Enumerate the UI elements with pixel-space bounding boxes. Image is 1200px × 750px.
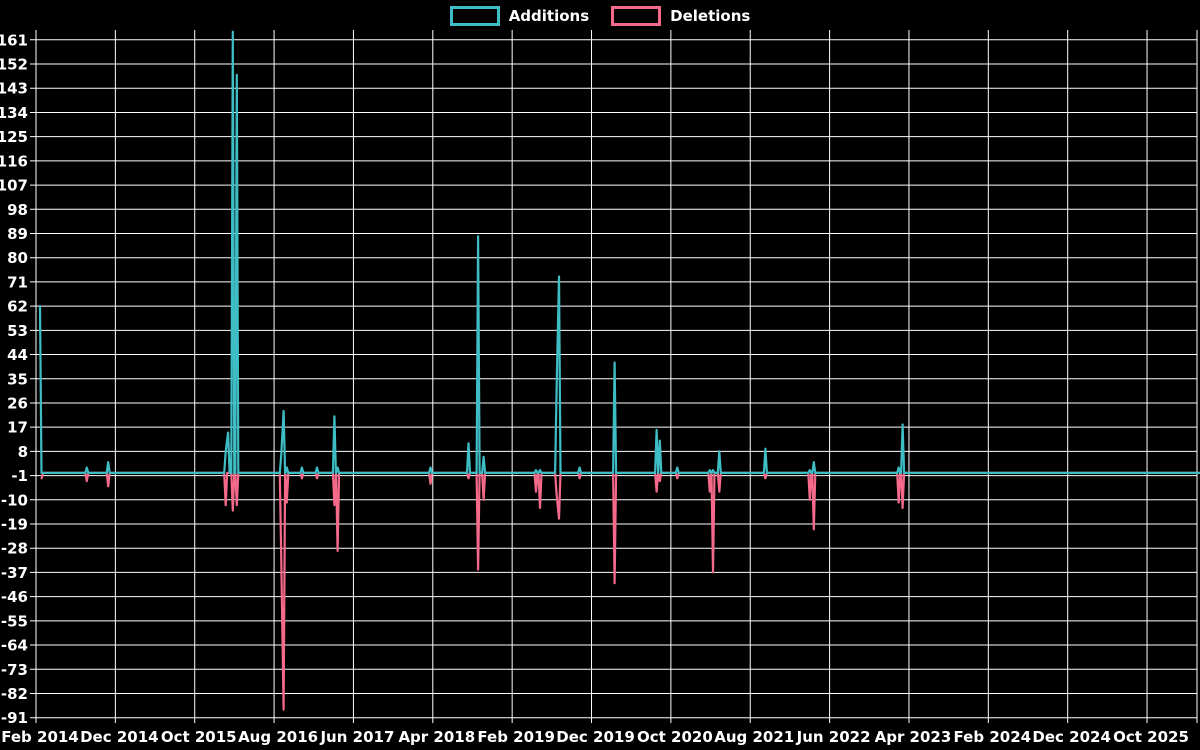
deletions-legend-label: Deletions [670, 7, 751, 25]
y-tick-label: 35 [7, 370, 28, 388]
y-tick-label: -64 [1, 637, 28, 655]
y-tick-label: 134 [0, 104, 28, 122]
y-tick-label: 143 [0, 80, 28, 98]
y-tick-label: 17 [7, 419, 28, 437]
y-tick-label: 98 [7, 201, 28, 219]
y-tick-label: -19 [1, 516, 28, 534]
y-tick-label: -73 [1, 661, 28, 679]
x-tick-label: Jun 2022 [796, 728, 871, 746]
y-tick-label: 8 [18, 443, 28, 461]
y-tick-label: 71 [7, 273, 28, 291]
x-tick-label: Feb 2014 [1, 728, 79, 746]
chart-legend: Additions Deletions [0, 6, 1200, 26]
axis-tick-labels: 161 152 143 134 125 116 107 98 89 80 71 62 53 44 35 26 1… [0, 31, 1189, 746]
x-tick-label: Apr 2023 [875, 728, 952, 746]
y-tick-label: 116 [0, 152, 28, 170]
y-tick-label: 26 [7, 394, 28, 412]
y-tick-label: -10 [1, 491, 28, 509]
deletions-line [40, 471, 1200, 711]
y-tick-label: 107 [0, 177, 28, 195]
y-tick-label: 152 [0, 56, 28, 74]
y-tick-label: 89 [7, 225, 28, 243]
y-tick-label: -46 [1, 588, 28, 606]
y-tick-label: -28 [1, 540, 28, 558]
x-tick-label: Oct 2025 [1113, 728, 1189, 746]
x-tick-label: Apr 2018 [398, 728, 475, 746]
y-tick-label: 125 [0, 128, 28, 146]
x-tick-label: Dec 2019 [556, 728, 635, 746]
y-tick-label: -91 [1, 709, 28, 727]
y-tick-label: 44 [7, 346, 28, 364]
x-tick-label: Feb 2024 [954, 728, 1032, 746]
x-tick-label: Oct 2015 [161, 728, 237, 746]
x-tick-label: Aug 2021 [714, 728, 794, 746]
grid-lines [30, 30, 1198, 723]
x-tick-label: Oct 2020 [637, 728, 713, 746]
additions-legend-label: Additions [508, 7, 590, 25]
series-lines [38, 30, 1200, 711]
y-tick-label: 53 [7, 322, 28, 340]
y-tick-label: -1 [11, 467, 28, 485]
y-tick-label: 62 [7, 298, 28, 316]
y-tick-label: -55 [1, 612, 28, 630]
y-tick-label: 80 [7, 249, 28, 267]
y-tick-label: -37 [1, 564, 28, 582]
additions-line [38, 30, 1200, 474]
y-tick-label: -82 [1, 685, 28, 703]
x-tick-label: Jun 2017 [319, 728, 394, 746]
x-tick-label: Dec 2014 [80, 728, 159, 746]
deletions-legend-swatch [611, 6, 662, 26]
x-tick-label: Dec 2024 [1032, 728, 1111, 746]
x-tick-label: Feb 2019 [477, 728, 555, 746]
x-tick-label: Aug 2016 [238, 728, 318, 746]
y-tick-label: 161 [0, 31, 28, 49]
additions-legend-swatch [449, 6, 500, 26]
